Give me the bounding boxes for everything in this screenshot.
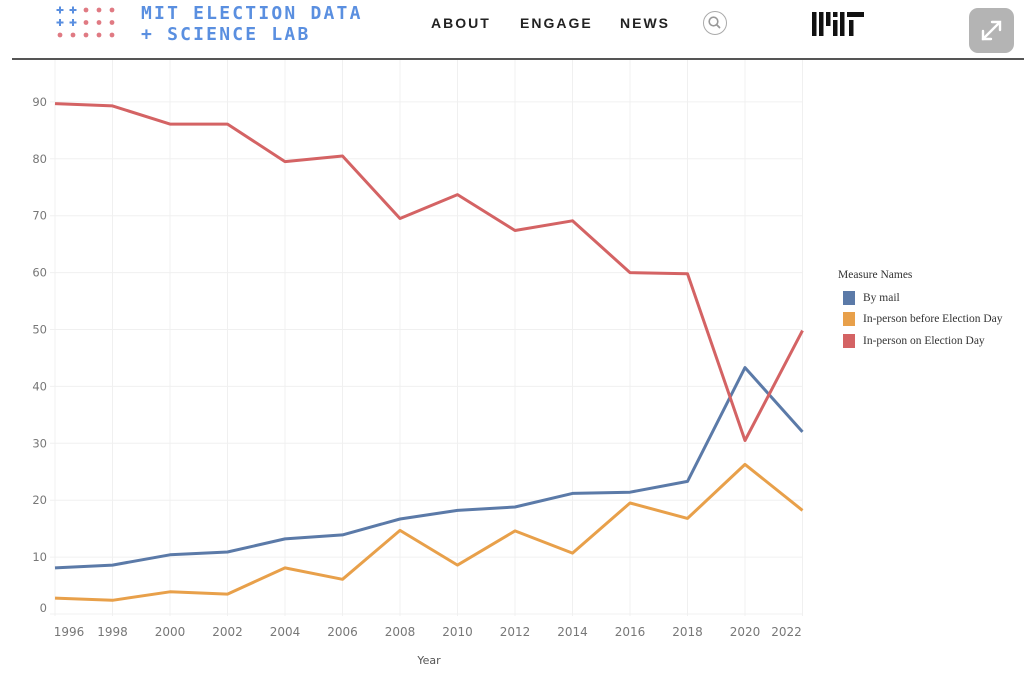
logo-plus-mark [69,19,77,26]
series-lines [54,102,804,602]
x-tick-label: 2004 [270,625,301,639]
legend: Measure Names By mail In-person before E… [838,269,1003,352]
legend-item-in-person-before[interactable]: In-person before Election Day [838,309,1003,331]
logo-dot [109,7,115,13]
site-logo-text[interactable]: MIT ELECTION DATA + SCIENCE LAB [141,3,363,45]
y-tick-label: 50 [32,323,47,337]
y-tick-label: 10 [32,550,47,564]
logo-plus-mark [56,19,64,26]
logo-line-2: + SCIENCE LAB [141,24,311,45]
logo-dot [57,32,63,38]
x-axis-label: Year [416,654,441,667]
x-tick-label: 2006 [327,625,358,639]
logo-dot [96,7,102,13]
y-tick-label: 80 [32,152,47,166]
x-tick-label: 2022 [771,625,802,639]
logo-dot [83,20,89,25]
mit-election-lab-logo-icon[interactable] [56,5,122,41]
y-tick-label: 70 [32,209,47,223]
chart-container: 0 10 20 30 40 50 60 70 80 90 1996 1998 2000 2002 2004… [0,60,1024,692]
nav-engage[interactable]: ENGAGE [520,15,593,31]
x-tick-label: 2010 [442,625,473,639]
legend-swatch-in-person-before [843,312,855,327]
x-tick-label: 2018 [672,625,703,639]
x-tick-label: 2000 [155,625,186,639]
y-tick-label: 20 [32,493,47,507]
legend-label: By mail [863,291,900,304]
logo-dot [109,32,115,38]
legend-title: Measure Names [838,269,913,281]
y-tick-label: 90 [32,95,47,109]
nav-news[interactable]: NEWS [620,15,670,31]
x-axis-ticks: 1996 1998 2000 2002 2004 2006 2008 2010 2012 2014… [54,625,802,639]
logo-plus-mark [56,6,64,14]
y-tick-label: 0 [40,601,47,615]
x-tick-label: 1998 [97,625,128,639]
legend-label: In-person before Election Day [863,313,1003,326]
logo-line-1: MIT ELECTION DATA [141,3,363,24]
grid-lines [50,60,803,616]
x-tick-label: 2014 [557,625,588,639]
x-tick-label: 2002 [212,625,243,639]
search-button[interactable] [703,11,727,35]
logo-dot [96,20,102,25]
y-tick-label: 60 [32,266,47,280]
legend-item-by-mail[interactable]: By mail [838,287,1003,309]
series-line-in-person-before-election-day[interactable] [54,462,804,602]
logo-dot [83,7,89,13]
logo-dot [109,20,115,25]
y-axis-ticks: 0 10 20 30 40 50 60 70 80 90 [32,95,47,615]
search-icon [708,16,721,29]
x-tick-label: 2020 [730,625,761,639]
legend-label: In-person on Election Day [863,334,985,347]
logo-dot [96,32,102,38]
fullscreen-button[interactable] [969,8,1014,53]
series-line-by-mail[interactable] [54,366,804,570]
x-tick-label: 2012 [500,625,531,639]
y-tick-label: 30 [32,436,47,450]
x-tick-label: 2016 [615,625,646,639]
logo-dot [70,32,76,38]
y-tick-label: 40 [32,379,47,393]
x-tick-label: 2008 [385,625,416,639]
mit-logo-icon[interactable] [812,12,864,36]
nav-about[interactable]: ABOUT [431,15,491,31]
legend-swatch-in-person-on [843,333,855,348]
series-line-in-person-on-election-day[interactable] [54,102,804,442]
site-header: MIT ELECTION DATA + SCIENCE LAB ABOUT EN… [0,0,1024,59]
header-divider [12,58,1024,60]
legend-item-in-person-on[interactable]: In-person on Election Day [838,330,1003,352]
x-tick-label: 1996 [54,625,85,639]
line-chart: 0 10 20 30 40 50 60 70 80 90 1996 1998 2000 2002 2004… [32,60,804,667]
logo-dot [83,32,89,38]
legend-swatch-by-mail [843,290,855,305]
logo-plus-mark [69,6,77,14]
expand-arrows-icon [981,20,1002,41]
